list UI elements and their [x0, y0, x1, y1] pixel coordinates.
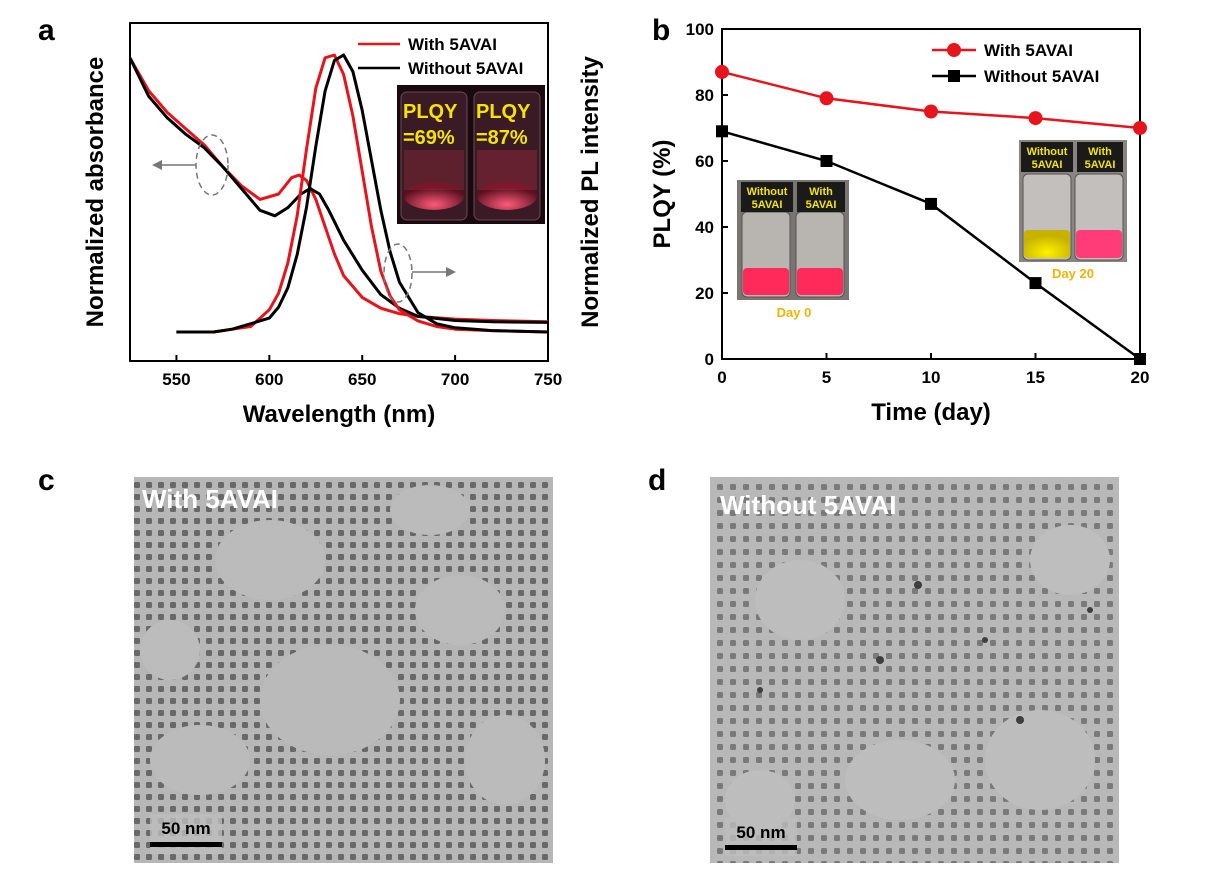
inset-photo-day20: Without 5AVAI With 5AVAI Day 20 — [1019, 140, 1127, 281]
data-point-without-5avai-day-0 — [716, 125, 728, 138]
day20-left-tag-l2: 5AVAI — [1032, 159, 1063, 171]
tem-title-c: With 5AVAI — [142, 484, 278, 514]
legend-label-with-b: With 5AVAI — [984, 41, 1073, 60]
data-point-without-5avai-day-10 — [925, 197, 937, 210]
vial-day0-left-liquid — [743, 268, 789, 295]
x-tick-label-a-650: 650 — [348, 370, 376, 389]
x-tick-label-a-600: 600 — [255, 370, 283, 389]
y-tick-label-b-80: 80 — [695, 86, 714, 105]
data-point-with-5avai-day-20 — [1133, 121, 1147, 135]
plqy-label-left: PLQY — [403, 101, 458, 123]
legend-label-without-a: Without 5AVAI — [408, 59, 523, 78]
legend-b: With 5AVAI Without 5AVAI — [932, 41, 1099, 86]
vial-day20-right-liquid — [1076, 230, 1122, 258]
y-axis-title-left-a: Normalized absorbance — [82, 57, 109, 328]
legend-marker-with-b — [947, 43, 961, 57]
x-tick-label-a-700: 700 — [441, 370, 469, 389]
panel-letter-a: a — [38, 14, 55, 47]
arrow-left-icon — [152, 160, 162, 170]
scale-bar-d — [725, 845, 797, 850]
y-tick-label-b-100: 100 — [686, 20, 714, 39]
series-line-with-5avai-pl — [176, 53, 548, 334]
panel-a: a 550 600 650 700 750 Wavelength (nm) Normal… — [38, 14, 604, 428]
y-tick-label-b-60: 60 — [695, 152, 714, 171]
series-group-a — [130, 53, 548, 334]
day20-caption: Day 20 — [1052, 266, 1094, 281]
day20-right-tag-l2: 5AVAI — [1085, 159, 1116, 171]
panel-d: d Without 5AVAI 50 nm — [648, 464, 1119, 863]
day0-left-tag-l1: Without — [747, 186, 788, 198]
x-tick-label-b-5: 5 — [822, 368, 831, 387]
panel-letter-c: c — [38, 464, 55, 497]
day0-left-tag-l2: 5AVAI — [752, 199, 783, 211]
data-point-without-5avai-day-20 — [1134, 353, 1146, 365]
x-tick-label-b-10: 10 — [922, 368, 941, 387]
tem-image-with-5avai: With 5AVAI 50 nm — [134, 477, 553, 863]
data-point-without-5avai-day-15 — [1029, 277, 1042, 290]
vial-left-liquid — [404, 182, 464, 210]
x-ticks-a: 550 600 650 700 750 — [162, 355, 562, 389]
data-point-with-5avai-day-15 — [1028, 111, 1043, 126]
plqy-label-right: PLQY — [476, 101, 531, 123]
x-tick-label-b-0: 0 — [717, 368, 726, 387]
x-tick-label-a-550: 550 — [162, 370, 190, 389]
x-tick-label-a-750: 750 — [534, 370, 562, 389]
y-tick-label-b-0: 0 — [705, 350, 714, 369]
inset-photo-plqy: PLQY =69% PLQY =87% — [397, 85, 545, 224]
vial-day0-right-liquid — [797, 268, 843, 295]
tem-image-without-5avai: Without 5AVAI 50 nm — [710, 477, 1119, 863]
panel-letter-b: b — [652, 14, 670, 47]
tem-title-d: Without 5AVAI — [720, 490, 896, 520]
legend-marker-without-b — [948, 70, 960, 82]
x-tick-label-b-20: 20 — [1131, 368, 1150, 387]
plqy-value-left: =69% — [403, 127, 455, 149]
panel-letter-d: d — [648, 464, 666, 497]
plqy-value-right: =87% — [476, 127, 528, 149]
day20-left-tag-l1: Without — [1027, 146, 1068, 158]
series-line-without-5avai-absorbance — [130, 57, 548, 324]
legend-label-with-a: With 5AVAI — [408, 35, 497, 54]
inset-photo-day0: Without 5AVAI With 5AVAI Day 0 — [737, 180, 849, 320]
arrow-right-icon — [446, 267, 456, 277]
scale-bar-c — [150, 842, 222, 847]
dashed-ellipse-pl — [383, 243, 413, 303]
series-line-without-5avai-pl — [176, 53, 548, 334]
day0-caption: Day 0 — [777, 305, 812, 320]
vial-day20-left-liquid — [1024, 230, 1070, 258]
series-group-b — [715, 64, 1147, 365]
y-tick-label-b-40: 40 — [695, 218, 714, 237]
legend-label-without-b: Without 5AVAI — [984, 67, 1099, 86]
day20-right-tag-l1: With — [1088, 146, 1112, 158]
annotation-absorbance — [152, 134, 229, 196]
x-axis-title-b: Time (day) — [871, 399, 991, 426]
data-point-with-5avai-day-5 — [819, 91, 834, 106]
data-point-without-5avai-day-5 — [820, 155, 833, 167]
scale-label-c: 50 nm — [161, 819, 210, 838]
axis-ticks-b: 0 5 10 15 20 0 20 40 60 80 100 — [686, 20, 1150, 387]
day0-right-tag-l1: With — [809, 186, 833, 198]
x-tick-label-b-15: 15 — [1026, 368, 1045, 387]
panel-b: b 0 5 10 15 20 0 20 40 60 80 100 Without 5AVAI Wit… — [649, 14, 1149, 426]
annotation-pl — [383, 243, 456, 303]
x-axis-title-a: Wavelength (nm) — [243, 401, 435, 428]
panel-c: c With 5AVAI 50 nm — [38, 464, 553, 863]
day0-right-tag-l2: 5AVAI — [806, 199, 837, 211]
y-tick-label-b-20: 20 — [695, 284, 714, 303]
legend-a: With 5AVAI Without 5AVAI — [358, 35, 523, 78]
scale-label-d: 50 nm — [736, 823, 785, 842]
vial-right-liquid — [477, 182, 537, 210]
plot-frame-a — [129, 22, 549, 362]
data-point-with-5avai-day-10 — [924, 104, 938, 119]
y-axis-title-b: PLQY (%) — [649, 140, 676, 249]
data-point-with-5avai-day-0 — [715, 64, 729, 79]
y-axis-title-right-a: Normalized PL intensity — [577, 56, 604, 328]
